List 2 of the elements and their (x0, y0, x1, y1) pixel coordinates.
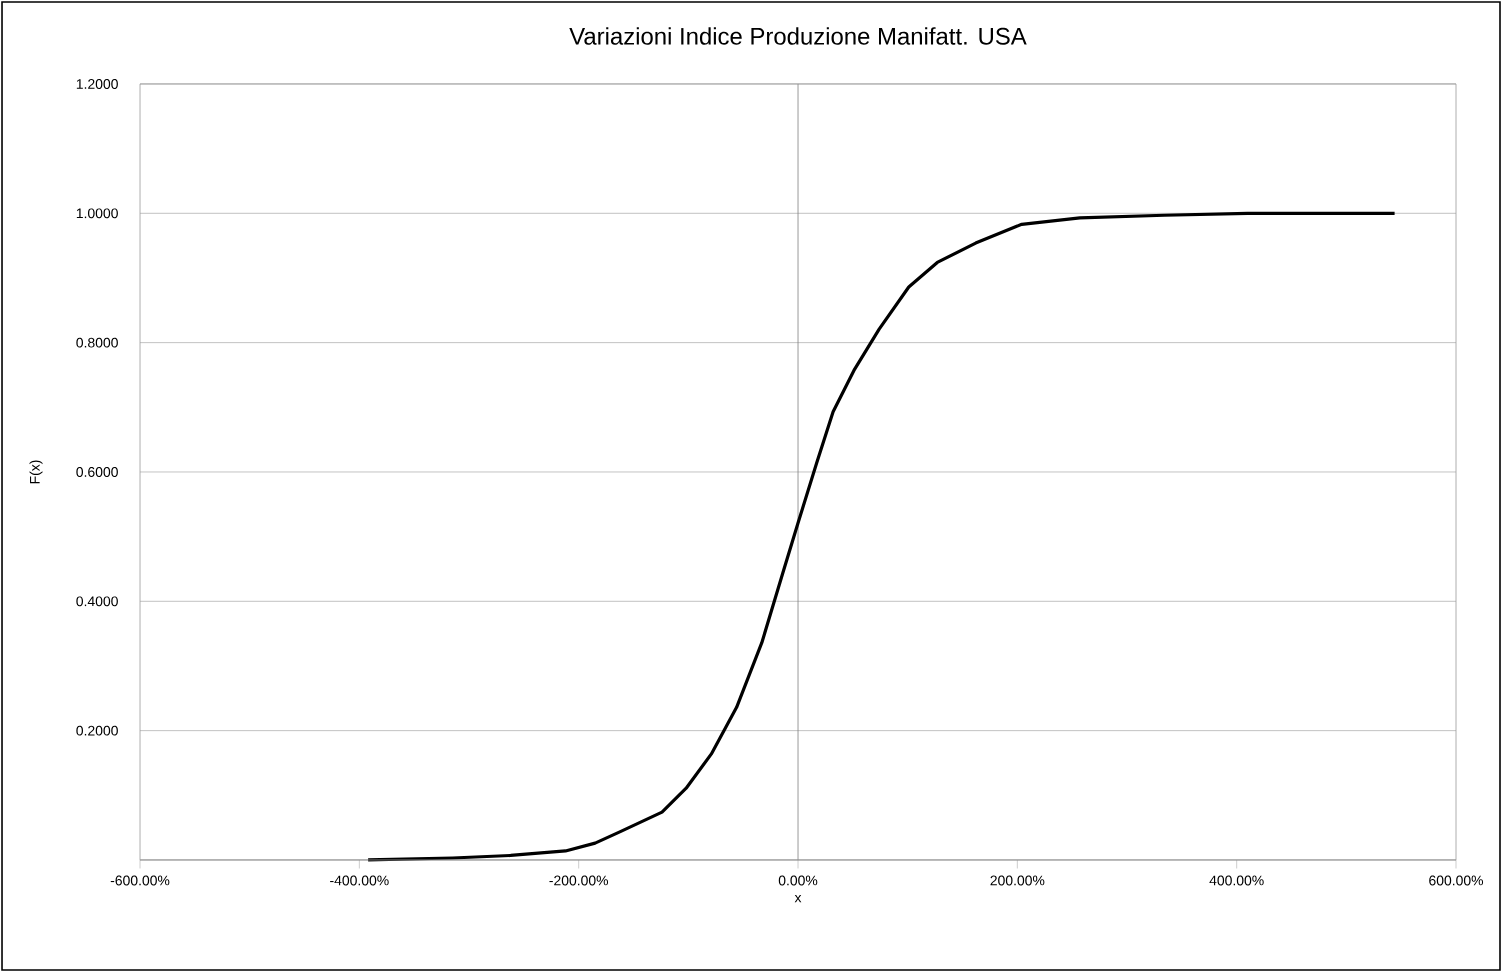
chart-title: Variazioni Indice Produzione Manifatt. USA (569, 27, 1027, 45)
line-series (366, 211, 1397, 862)
